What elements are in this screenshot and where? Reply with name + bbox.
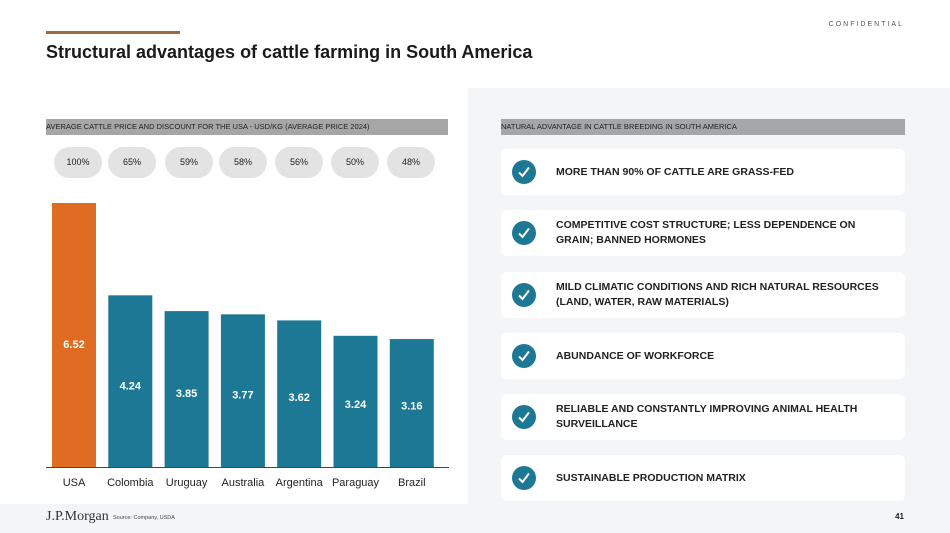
check-icon	[512, 283, 536, 307]
category-label: Uruguay	[166, 477, 208, 489]
jpmorgan-logo: J.P.Morgan	[46, 509, 109, 524]
advantage-text: MILD CLIMATIC CONDITIONS AND RICH NATURA…	[556, 281, 879, 308]
check-icon	[512, 344, 536, 368]
advantage-text: SUSTAINABLE PRODUCTION MATRIX	[556, 471, 746, 484]
category-label: Australia	[222, 477, 266, 489]
advantage-card-cost-structure: COMPETITIVE COST STRUCTURE; LESS DEPENDE…	[501, 210, 905, 256]
advantage-text: ABUNDANCE OF WORKFORCE	[556, 349, 715, 362]
advantage-card-sustainable: SUSTAINABLE PRODUCTION MATRIX	[501, 455, 905, 501]
advantage-card-climate: MILD CLIMATIC CONDITIONS AND RICH NATURA…	[501, 272, 905, 318]
bar-value-label: 4.24	[120, 381, 142, 393]
bar-paraguay	[333, 335, 378, 467]
check-icon	[512, 405, 536, 429]
advantage-text: MORE THAN 90% OF CATTLE ARE GRASS-FED	[556, 165, 795, 178]
bar-value-label: 3.24	[345, 399, 367, 411]
category-label: Brazil	[398, 477, 426, 489]
discount-pill-colombia: 65%	[108, 147, 156, 178]
page-title: Structural advantages of cattle farming …	[46, 42, 533, 62]
discount-pill-argentina: 56%	[275, 147, 323, 178]
advantage-text: RELIABLE AND CONSTANTLY IMPROVING ANIMAL…	[556, 403, 858, 430]
bar-uruguay	[164, 311, 209, 467]
page-number: 41	[895, 512, 904, 521]
bar-argentina	[277, 320, 322, 467]
category-label: USA	[63, 477, 86, 489]
check-icon	[512, 160, 536, 184]
title-accent-rule	[46, 31, 180, 34]
bar-usa	[52, 203, 96, 467]
bar-brazil	[389, 339, 434, 467]
bar-australia	[220, 314, 265, 467]
footer-band	[0, 504, 950, 533]
chart-section-heading: AVERAGE CATTLE PRICE AND DISCOUNT FOR TH…	[46, 119, 448, 135]
bar-value-label: 6.52	[63, 339, 84, 351]
discount-pill-australia: 58%	[219, 147, 267, 178]
advantages-section-heading: NATURAL ADVANTAGE IN CATTLE BREEDING IN …	[501, 119, 905, 135]
discount-pill-brazil: 48%	[387, 147, 435, 178]
bar-value-label: 3.62	[288, 392, 309, 404]
advantage-card-animal-health: RELIABLE AND CONSTANTLY IMPROVING ANIMAL…	[501, 394, 905, 440]
category-label: Colombia	[107, 477, 154, 489]
bar-colombia	[108, 295, 153, 467]
discount-pill-usa: 100%	[54, 147, 102, 178]
discount-pill-paraguay: 50%	[331, 147, 379, 178]
category-label: Argentina	[276, 477, 324, 489]
source-note: Source: Company, USDA	[113, 515, 175, 521]
advantage-text: COMPETITIVE COST STRUCTURE; LESS DEPENDE…	[556, 219, 856, 246]
bar-value-label: 3.77	[232, 389, 253, 401]
bar-value-label: 3.16	[401, 400, 422, 412]
check-icon	[512, 466, 536, 490]
category-label: Paraguay	[332, 477, 380, 489]
advantage-card-workforce: ABUNDANCE OF WORKFORCE	[501, 333, 905, 379]
discount-pill-uruguay: 59%	[165, 147, 213, 178]
check-icon	[512, 221, 536, 245]
bar-value-label: 3.85	[176, 388, 197, 400]
advantage-card-grass-fed: MORE THAN 90% OF CATTLE ARE GRASS-FED	[501, 149, 905, 195]
confidential-label: CONFIDENTIAL	[828, 21, 904, 28]
